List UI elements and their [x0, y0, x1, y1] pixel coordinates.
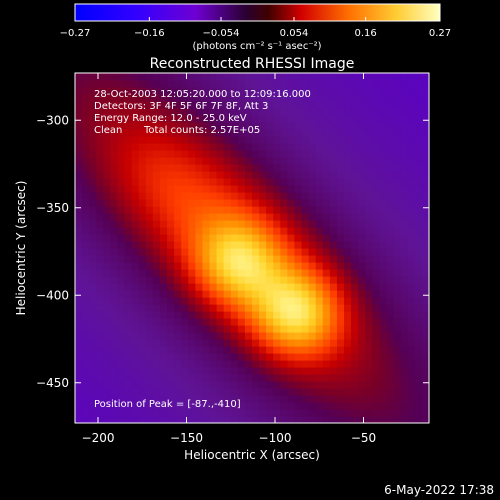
colorbar-tick-label: −0.16	[134, 28, 165, 39]
x-axis-label: Heliocentric X (arcsec)	[184, 448, 320, 462]
chart-title: Reconstructed RHESSI Image	[150, 56, 355, 72]
annotation-clean: Clean	[94, 125, 122, 136]
y-axis-label: Heliocentric Y (arcsec)	[14, 181, 28, 316]
heatmap-image	[75, 73, 429, 423]
x-tick-label: −100	[259, 431, 292, 445]
y-tick-label: −400	[36, 288, 69, 302]
colorbar-tick-label: 0.27	[429, 28, 451, 39]
y-tick-label: −300	[36, 113, 69, 127]
colorbar-tick-label: −0.27	[60, 28, 91, 39]
annotation-peak-position: Position of Peak = [-87.,-410]	[94, 399, 241, 410]
annotation-energy: Energy Range: 12.0 - 25.0 keV	[94, 113, 247, 124]
colorbar-tick-label: −0.054	[202, 28, 239, 39]
annotation-time-range: 28-Oct-2003 12:05:20.000 to 12:09:16.000	[94, 89, 311, 100]
annotation-total-counts: Total counts: 2.57E+05	[143, 125, 260, 136]
y-axis: −300 −350 −400 −450	[36, 113, 429, 390]
plot-frame	[74, 72, 430, 424]
x-tick-label: −150	[170, 431, 203, 445]
y-tick-label: −450	[36, 376, 69, 390]
footer-date: 6-May-2022 17:38	[384, 483, 494, 497]
x-tick-label: −200	[82, 431, 115, 445]
colorbar	[74, 3, 441, 22]
colorbar-tick-label: 0.054	[280, 28, 309, 39]
x-tick-label: −50	[351, 431, 376, 445]
colorbar-units: (photons cm⁻² s⁻¹ asec⁻²)	[192, 41, 321, 52]
y-tick-label: −350	[36, 201, 69, 215]
annotation-detectors: Detectors: 3F 4F 5F 6F 7F 8F, Att 3	[94, 101, 268, 112]
colorbar-ticks: −0.27 −0.16 −0.054 0.054 0.16 0.27	[60, 17, 451, 39]
x-axis: −200 −150 −100 −50	[82, 73, 376, 445]
colorbar-tick-label: 0.16	[355, 28, 377, 39]
